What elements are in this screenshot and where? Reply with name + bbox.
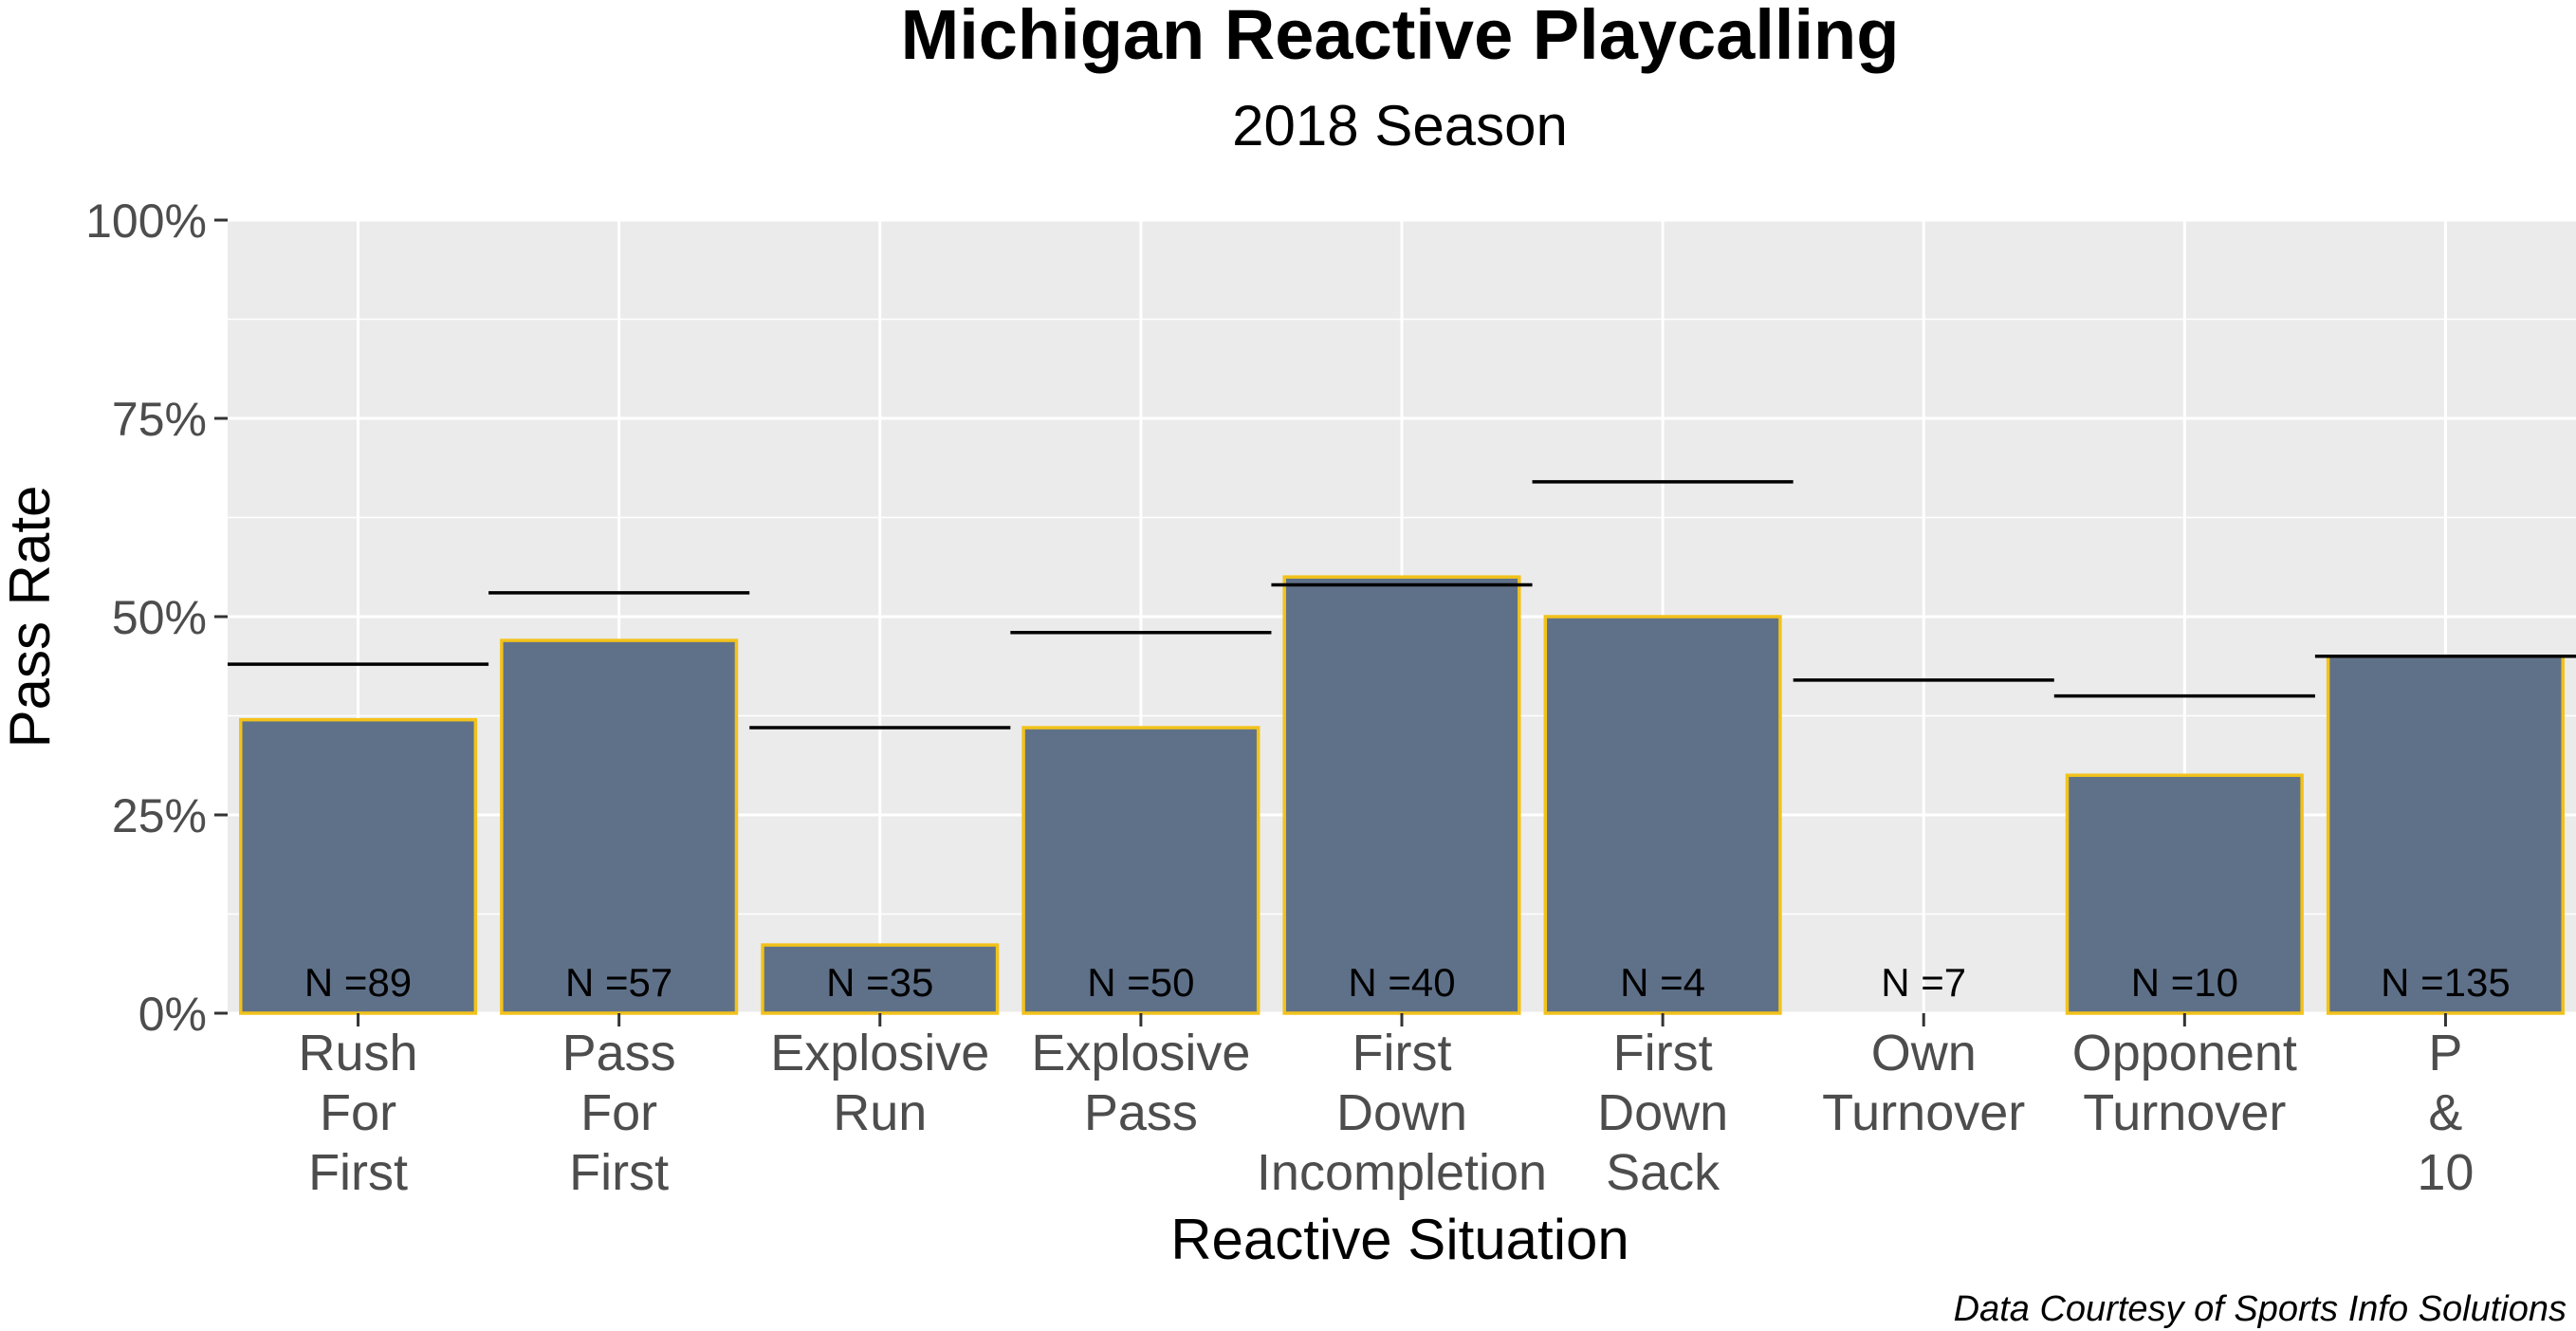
x-tick-label: Pass For First bbox=[562, 1025, 676, 1201]
x-tick-label: Own Turnover bbox=[1822, 1025, 2025, 1141]
chart-subtitle: 2018 Season bbox=[1232, 94, 1568, 157]
x-axis-title: Reactive Situation bbox=[1170, 1208, 1629, 1271]
x-tick-label: Explosive Run bbox=[770, 1025, 989, 1141]
y-tick-label: 0% bbox=[138, 988, 207, 1041]
n-label: N =57 bbox=[565, 960, 672, 1005]
bar bbox=[2326, 655, 2565, 1015]
n-label: N =40 bbox=[1348, 960, 1455, 1005]
bars-layer bbox=[239, 575, 2565, 1015]
bar bbox=[500, 638, 739, 1015]
n-label: N =7 bbox=[1881, 960, 1966, 1005]
x-tick-label: First Down Sack bbox=[1597, 1025, 1728, 1201]
bar bbox=[239, 717, 478, 1015]
n-labels-layer: N =89 N =57 N =35 N =50 N =40 N =4 N =7 N =10 N … bbox=[304, 960, 2511, 1005]
chart-caption: Data Courtesy of Sports Info Solutions bbox=[1954, 1289, 2567, 1329]
x-tick-label: P & 10 bbox=[2417, 1025, 2474, 1201]
n-label: N =35 bbox=[826, 960, 933, 1005]
y-tick-label: 50% bbox=[112, 591, 207, 644]
n-label: N =135 bbox=[2381, 960, 2511, 1005]
y-axis-title: Pass Rate bbox=[0, 486, 62, 749]
bar bbox=[1543, 615, 1782, 1015]
x-tick-label: Explosive Pass bbox=[1031, 1025, 1250, 1141]
n-label: N =10 bbox=[2131, 960, 2238, 1005]
x-tick-label: Opponent Turnover bbox=[2072, 1025, 2297, 1141]
reference-lines-layer bbox=[228, 480, 2576, 730]
n-label: N =89 bbox=[304, 960, 412, 1005]
x-axis: Rush For First Pass For First Explosive Run Expl… bbox=[299, 1013, 2474, 1201]
bar bbox=[2065, 773, 2304, 1015]
bar bbox=[761, 943, 1000, 1015]
y-axis: 0% 25% 50% 75% 100% bbox=[85, 194, 228, 1041]
y-tick-label: 75% bbox=[112, 393, 207, 446]
bar bbox=[1021, 726, 1260, 1015]
x-tick-label: Rush For First bbox=[299, 1025, 418, 1201]
x-tick-label: First Down Incompletion bbox=[1257, 1025, 1547, 1201]
y-tick-label: 100% bbox=[85, 194, 207, 248]
bar bbox=[1282, 575, 1521, 1015]
n-label: N =50 bbox=[1087, 960, 1194, 1005]
y-tick-label: 25% bbox=[112, 789, 207, 842]
chart-title: Michigan Reactive Playcalling bbox=[901, 0, 1900, 74]
n-label: N =4 bbox=[1620, 960, 1705, 1005]
